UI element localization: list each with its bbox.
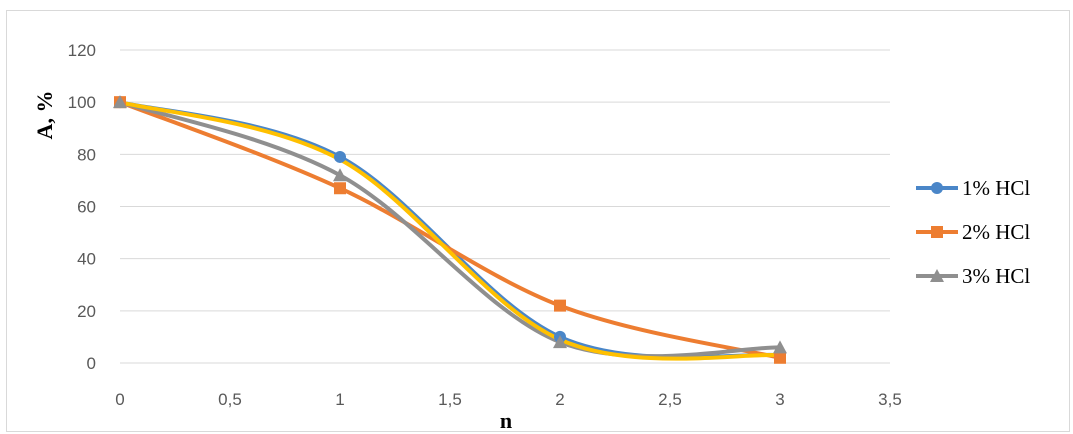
data-point-s1-2 (554, 299, 566, 312)
legend-marker-1 (931, 226, 943, 238)
series-markers (113, 95, 787, 364)
series-line-2 (118, 100, 782, 359)
legend-marker-2 (930, 269, 944, 282)
y-tick-label-3: 60 (77, 198, 96, 217)
data-point-s2-2 (553, 335, 567, 349)
chart-frame (6, 10, 1070, 432)
x-tick-label-2: 1 (335, 390, 344, 409)
legend: 1% HCl 2% HCl 3% HCl (916, 176, 1030, 288)
x-tick-label-1: 0,5 (218, 390, 242, 409)
legend-label-2: 3% HCl (962, 264, 1030, 288)
y-axis-ticks: 0 20 40 60 80 100 120 (68, 41, 96, 373)
data-point-s1-1 (334, 182, 346, 195)
x-axis-ticks: 0 0,5 1 1,5 2 2,5 3 3,5 (115, 390, 902, 409)
x-axis-title: n (500, 408, 512, 433)
legend-label-0: 1% HCl (962, 176, 1030, 200)
y-tick-label-1: 20 (77, 302, 96, 321)
y-tick-label-6: 120 (68, 41, 96, 60)
data-point-s0-1 (334, 150, 346, 163)
gridlines (120, 49, 890, 364)
data-point-s1-3 (774, 351, 786, 364)
y-tick-label-5: 100 (68, 93, 96, 112)
x-tick-label-7: 3,5 (878, 390, 902, 409)
legend-marker-0 (931, 182, 943, 194)
x-tick-label-4: 2 (555, 390, 564, 409)
y-tick-label-2: 40 (77, 250, 96, 269)
legend-label-1: 2% HCl (962, 220, 1030, 244)
x-tick-label-5: 2,5 (658, 390, 682, 409)
x-tick-label-6: 3 (775, 390, 784, 409)
data-point-s2-3 (773, 340, 787, 354)
y-tick-label-0: 0 (87, 354, 96, 373)
series-line-3 (118, 100, 782, 361)
y-tick-label-4: 80 (77, 145, 96, 164)
series-lines (118, 100, 782, 361)
data-point-s2-0 (113, 95, 127, 109)
series-line-1 (118, 100, 782, 360)
x-tick-label-0: 0 (115, 390, 124, 409)
y-axis-title: A, % (32, 91, 57, 140)
x-tick-label-3: 1,5 (438, 390, 462, 409)
data-point-s2-1 (333, 168, 347, 182)
